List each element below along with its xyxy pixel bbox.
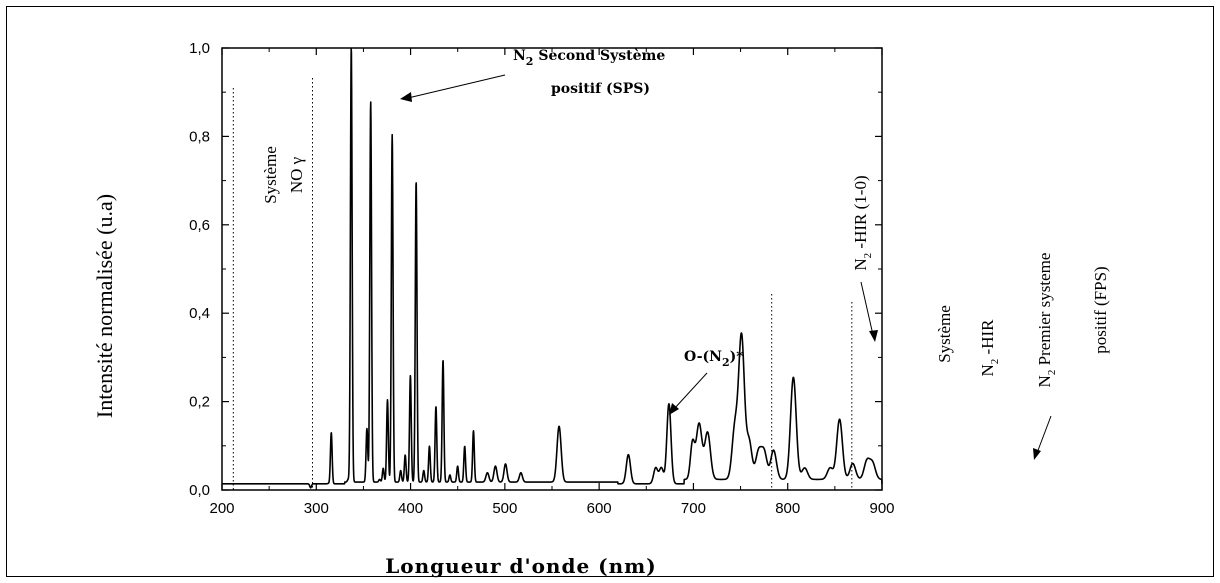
x-axis-title: Longueur d'onde (nm) xyxy=(385,554,657,578)
annotation-fps-line1: N2 Premier systeme xyxy=(1035,253,1058,388)
x-tick-label: 200 xyxy=(209,500,234,517)
annotation-hir10: N2 -HIR (1-0) xyxy=(851,175,874,270)
spectrum-peak-point xyxy=(764,456,765,457)
annotation-fps-arrowhead xyxy=(1033,448,1041,460)
spectrum-peak-point xyxy=(699,428,700,429)
annotation-sps-line2: positif (SPS) xyxy=(551,81,650,97)
y-tick-label: 0,6 xyxy=(189,217,210,234)
x-tick-label: 400 xyxy=(398,500,423,517)
spectrum-peak-point xyxy=(872,467,873,468)
x-tick-label: 600 xyxy=(587,500,612,517)
annotation-sps-arrow xyxy=(407,74,506,99)
y-axis-title: Intensité normalisée (u.a) xyxy=(92,194,117,418)
spectrum-peak-point xyxy=(707,436,708,437)
x-tick-labels: 200 300 400 500 600 700 800 900 xyxy=(209,500,894,517)
annotation-fps-arrow xyxy=(1036,415,1052,454)
region-dividers xyxy=(232,78,853,490)
y-tick-label: 0,4 xyxy=(189,305,210,322)
figure-frame xyxy=(6,6,1214,577)
y-tick-label: 1,0 xyxy=(189,40,210,57)
x-tick-label: 500 xyxy=(492,500,517,517)
y-tick-labels: 0,0 0,2 0,4 0,6 0,8 1,0 xyxy=(189,40,210,499)
spectrum-peak-point xyxy=(866,465,867,466)
annotation-systeme-right: Système xyxy=(935,305,954,363)
x-tick-label: 800 xyxy=(775,500,800,517)
annotation-hir10-arrowhead xyxy=(869,330,878,342)
spectrum-line xyxy=(221,48,883,489)
annotation-o-n2-arrow xyxy=(673,372,708,410)
y-tick-label: 0,0 xyxy=(189,482,210,499)
spectrum-peak-point xyxy=(804,472,805,473)
annotation-no-line1: Système xyxy=(261,146,280,204)
annotation-fps-line2: positif (FPS) xyxy=(1091,266,1110,353)
y-tick-label: 0,8 xyxy=(189,128,210,145)
annotation-o-n2: O-(N2)* xyxy=(684,349,744,369)
spectrum-peak-point xyxy=(734,432,735,433)
spectrum-peak-point xyxy=(692,448,693,449)
spectrum-peak-point xyxy=(852,467,853,468)
annotation-o-n2-arrowhead xyxy=(669,403,679,415)
annotation-sps-arrowhead xyxy=(400,92,412,102)
y-tick-label: 0,2 xyxy=(189,394,210,411)
x-tick-label: 300 xyxy=(304,500,329,517)
annotation-hir: N2 -HIR xyxy=(978,319,1001,377)
annotation-hir10-arrow xyxy=(860,281,874,336)
axis-ticks xyxy=(221,47,883,491)
spectrum-peak-point xyxy=(773,454,774,455)
spectrum-peak-point xyxy=(758,456,759,457)
x-tick-label: 900 xyxy=(869,500,894,517)
spectrum-peak-point xyxy=(749,445,750,446)
spectrum-peak-point xyxy=(830,472,831,473)
annotation-no-line2: NO γ xyxy=(287,156,306,193)
plot-area-border xyxy=(221,47,883,491)
annotation-sps-line1: N2 Second Système xyxy=(513,48,665,68)
x-tick-label: 700 xyxy=(681,500,706,517)
